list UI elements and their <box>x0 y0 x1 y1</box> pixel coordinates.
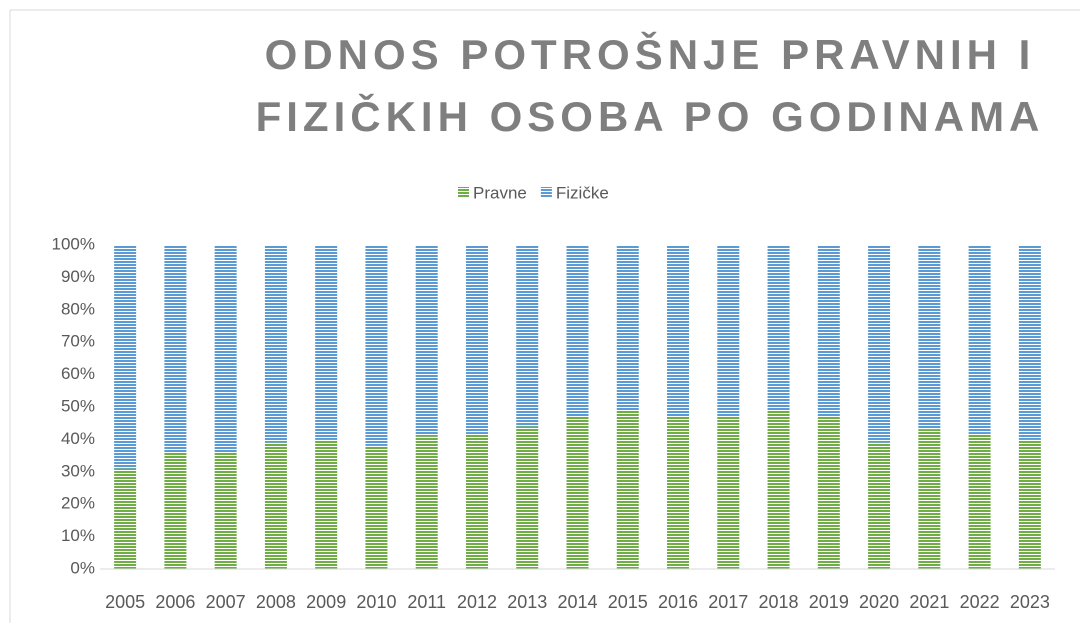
bar-segment <box>264 442 287 569</box>
bar-segment <box>868 245 891 443</box>
bar-segment <box>516 426 539 569</box>
y-tick-label: 40% <box>61 429 95 448</box>
bar-segment <box>918 429 941 569</box>
bar-segment <box>616 410 639 569</box>
legend-label: Pravne <box>473 183 527 202</box>
x-tick-label: 2017 <box>708 592 748 612</box>
y-tick-label: 80% <box>61 299 95 318</box>
bar-segment <box>968 245 991 433</box>
legend-label: Fizičke <box>556 183 609 202</box>
y-tick-label: 10% <box>61 526 95 545</box>
y-tick-label: 100% <box>52 234 95 253</box>
bar-segment <box>667 416 690 569</box>
bar-segment <box>365 245 388 446</box>
bar-segment <box>1018 245 1041 440</box>
x-tick-label: 2012 <box>457 592 497 612</box>
bar-segment <box>465 245 488 433</box>
x-tick-label: 2008 <box>256 592 296 612</box>
chart-title: ODNOS POTROŠNJE PRAVNIH I FIZIČKIH OSOBA… <box>255 31 1045 140</box>
y-tick-label: 90% <box>61 267 95 286</box>
bar-segment <box>817 416 840 569</box>
bar-segment <box>566 416 589 569</box>
x-tick-label: 2020 <box>859 592 899 612</box>
bar-segment <box>114 245 137 469</box>
bar-segment <box>114 468 137 569</box>
x-tick-label: 2005 <box>105 592 145 612</box>
bar-segment <box>465 432 488 569</box>
bar-segment <box>918 245 941 430</box>
x-tick-label: 2007 <box>206 592 246 612</box>
x-tick-label: 2016 <box>658 592 698 612</box>
x-tick-label: 2018 <box>759 592 799 612</box>
x-tick-label: 2015 <box>608 592 648 612</box>
y-tick-label: 30% <box>61 461 95 480</box>
bar-segment <box>717 245 740 417</box>
bar-segment <box>264 245 287 443</box>
bar-segment <box>415 245 438 437</box>
x-tick-label: 2011 <box>407 592 446 612</box>
x-tick-label: 2013 <box>507 592 547 612</box>
bar-segment <box>214 452 237 569</box>
y-tick-label: 0% <box>70 558 95 577</box>
bar-segment <box>214 245 237 453</box>
bar-segment <box>415 436 438 569</box>
legend-swatch <box>458 187 469 198</box>
legend-swatch <box>540 187 552 198</box>
y-tick-label: 50% <box>61 396 95 415</box>
x-tick-label: 2006 <box>155 592 195 612</box>
x-tick-label: 2022 <box>960 592 1000 612</box>
bar-segment <box>868 442 891 569</box>
x-tick-label: 2019 <box>809 592 849 612</box>
y-tick-label: 60% <box>61 364 95 383</box>
bar-segment <box>164 452 187 569</box>
x-tick-label: 2014 <box>557 592 597 612</box>
x-tick-label: 2010 <box>356 592 396 612</box>
bar-segment <box>1018 439 1041 569</box>
bar-segment <box>616 245 639 411</box>
y-tick-label: 70% <box>61 332 95 351</box>
bar-segment <box>817 245 840 417</box>
bar-segment <box>315 439 338 569</box>
bar-segment <box>767 410 790 569</box>
bar-segment <box>566 245 589 417</box>
x-tick-label: 2023 <box>1010 592 1050 612</box>
bar-segment <box>767 245 790 411</box>
bar-segment <box>365 445 388 569</box>
bar-segment <box>164 245 187 453</box>
bar-segment <box>717 416 740 569</box>
bar-segment <box>667 245 690 417</box>
bar-segment <box>315 245 338 440</box>
y-tick-label: 20% <box>61 494 95 513</box>
x-tick-label: 2021 <box>909 592 949 612</box>
bar-segment <box>516 245 539 427</box>
x-tick-label: 2009 <box>306 592 346 612</box>
bar-segment <box>968 432 991 569</box>
